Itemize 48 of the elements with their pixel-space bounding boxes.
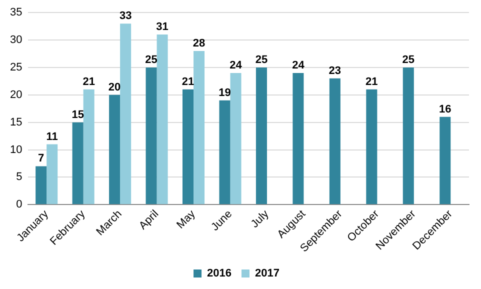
bar	[72, 122, 84, 204]
bar	[120, 24, 132, 204]
data-label: 33	[119, 10, 132, 22]
data-label: 21	[82, 76, 95, 88]
y-tick-label: 20	[10, 88, 22, 101]
data-label: 24	[292, 59, 306, 72]
bar	[230, 72, 242, 204]
y-tick-label: 35	[10, 6, 22, 19]
data-label: 16	[439, 103, 452, 116]
bar	[46, 144, 58, 204]
bar	[256, 67, 267, 204]
bar	[156, 34, 168, 204]
y-tick-label: 10	[10, 144, 22, 156]
bar	[402, 67, 414, 204]
x-tick-label: July	[248, 208, 272, 230]
data-label: 25	[255, 54, 268, 66]
y-tick-label: 0	[16, 198, 22, 211]
y-tick-label: 25	[10, 61, 22, 74]
data-label: 25	[145, 54, 158, 66]
legend-label: 2017	[255, 268, 280, 280]
data-label: 25	[402, 54, 415, 66]
bar	[109, 94, 120, 204]
bar	[329, 78, 340, 204]
x-tick-label: May	[174, 208, 198, 232]
legend-label: 2016	[207, 268, 232, 280]
data-label: 20	[108, 81, 121, 94]
bar	[440, 116, 451, 204]
bar	[83, 89, 94, 204]
data-label: 7	[38, 152, 44, 165]
data-label: 19	[218, 86, 231, 99]
data-label: 21	[182, 76, 194, 88]
data-label: 28	[192, 38, 206, 50]
data-label: 23	[328, 64, 342, 77]
bar	[194, 51, 205, 204]
data-label: 15	[72, 108, 84, 121]
y-tick-label: 30	[10, 34, 22, 46]
data-label: 24	[230, 59, 243, 72]
data-label: 11	[46, 130, 58, 143]
bar	[292, 72, 304, 204]
bar	[219, 100, 230, 204]
data-label: 21	[366, 76, 378, 88]
data-label: 31	[156, 21, 168, 34]
y-tick-label: 5	[16, 171, 22, 184]
bar	[36, 166, 47, 204]
bar	[146, 67, 157, 204]
y-tick-label: 15	[10, 116, 22, 128]
bar	[182, 89, 194, 204]
bar	[366, 89, 378, 204]
